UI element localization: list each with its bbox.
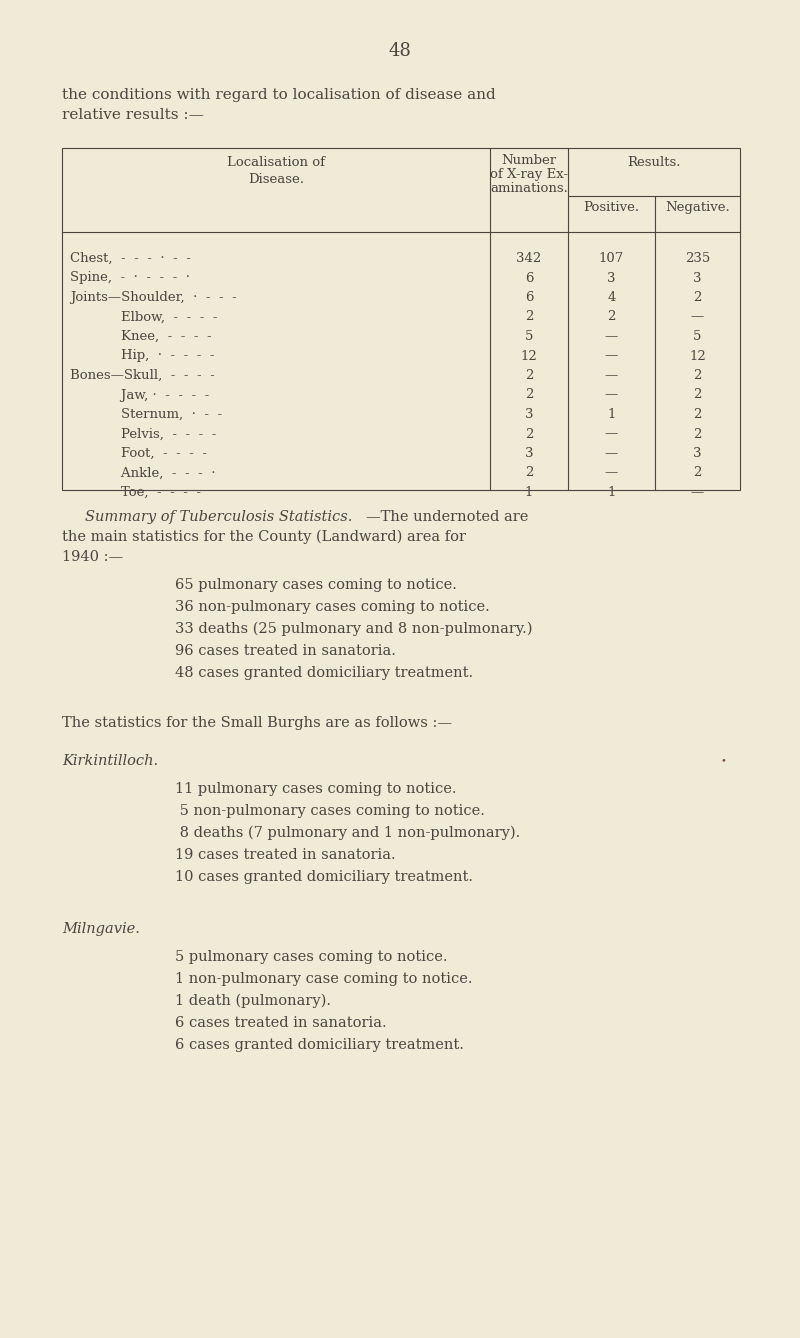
Text: 2: 2: [694, 290, 702, 304]
Text: —: —: [605, 349, 618, 363]
Text: 6 cases granted domiciliary treatment.: 6 cases granted domiciliary treatment.: [175, 1038, 464, 1052]
Text: —: —: [605, 330, 618, 343]
Text: 2: 2: [525, 428, 533, 440]
Text: 19 cases treated in sanatoria.: 19 cases treated in sanatoria.: [175, 848, 396, 862]
Text: 2: 2: [694, 467, 702, 479]
Text: 96 cases treated in sanatoria.: 96 cases treated in sanatoria.: [175, 644, 396, 658]
Text: 3: 3: [694, 447, 702, 460]
Text: 235: 235: [685, 252, 710, 265]
Text: 2: 2: [525, 467, 533, 479]
Text: 3: 3: [694, 272, 702, 285]
Text: Sternum,  ·  -  -: Sternum, · - -: [70, 408, 222, 421]
Text: 33 deaths (25 pulmonary and 8 non-pulmonary.): 33 deaths (25 pulmonary and 8 non-pulmon…: [175, 622, 533, 637]
Text: Jaw, ·  -  -  -  -: Jaw, · - - - -: [70, 388, 210, 401]
Text: •: •: [720, 756, 726, 765]
Text: the main statistics for the County (Landward) area for: the main statistics for the County (Land…: [62, 530, 466, 545]
Text: 3: 3: [607, 272, 616, 285]
Text: 6: 6: [525, 290, 534, 304]
Text: 2: 2: [694, 388, 702, 401]
Text: Joints—Shoulder,  ·  -  -  -: Joints—Shoulder, · - - -: [70, 290, 237, 304]
Text: 3: 3: [525, 408, 534, 421]
Text: 5 pulmonary cases coming to notice.: 5 pulmonary cases coming to notice.: [175, 950, 447, 963]
Text: 107: 107: [599, 252, 624, 265]
Text: 1: 1: [525, 486, 533, 499]
Text: 65 pulmonary cases coming to notice.: 65 pulmonary cases coming to notice.: [175, 578, 457, 591]
Text: Hip,  ·  -  -  -  -: Hip, · - - - -: [70, 349, 214, 363]
Text: —: —: [605, 388, 618, 401]
Text: 48: 48: [389, 41, 411, 60]
Text: 5: 5: [525, 330, 533, 343]
Text: 2: 2: [694, 408, 702, 421]
Text: Results.: Results.: [627, 157, 681, 169]
Text: Toe,  -  -  -  -: Toe, - - - -: [70, 486, 201, 499]
Text: The statistics for the Small Burghs are as follows :—: The statistics for the Small Burghs are …: [62, 716, 452, 731]
Text: 1 death (pulmonary).: 1 death (pulmonary).: [175, 994, 331, 1009]
Text: 12: 12: [689, 349, 706, 363]
Text: Disease.: Disease.: [248, 173, 304, 186]
Text: 8 deaths (7 pulmonary and 1 non-pulmonary).: 8 deaths (7 pulmonary and 1 non-pulmonar…: [175, 826, 520, 840]
Text: 2: 2: [607, 310, 616, 324]
Text: 48 cases granted domiciliary treatment.: 48 cases granted domiciliary treatment.: [175, 666, 473, 680]
Text: 36 non-pulmonary cases coming to notice.: 36 non-pulmonary cases coming to notice.: [175, 599, 490, 614]
Text: 2: 2: [525, 369, 533, 383]
Text: 1: 1: [607, 486, 616, 499]
Text: —: —: [691, 310, 704, 324]
Text: 3: 3: [525, 447, 534, 460]
Text: 12: 12: [521, 349, 538, 363]
Text: 2: 2: [525, 310, 533, 324]
Text: aminations.: aminations.: [490, 182, 568, 195]
Text: 11 pulmonary cases coming to notice.: 11 pulmonary cases coming to notice.: [175, 781, 457, 796]
Text: Elbow,  -  -  -  -: Elbow, - - - -: [70, 310, 218, 324]
Text: Spine,  -  ·  -  -  -  ·: Spine, - · - - - ·: [70, 272, 190, 285]
Text: Negative.: Negative.: [665, 201, 730, 214]
Text: 10 cases granted domiciliary treatment.: 10 cases granted domiciliary treatment.: [175, 870, 473, 884]
Text: Bones—Skull,  -  -  -  -: Bones—Skull, - - - -: [70, 369, 214, 383]
Text: —: —: [605, 428, 618, 440]
Text: 5: 5: [694, 330, 702, 343]
Text: 2: 2: [694, 428, 702, 440]
Text: Localisation of: Localisation of: [227, 157, 325, 169]
Text: Foot,  -  -  -  -: Foot, - - - -: [70, 447, 207, 460]
Text: Summary of Tuberculosis Statistics.: Summary of Tuberculosis Statistics.: [85, 510, 352, 524]
Text: 6 cases treated in sanatoria.: 6 cases treated in sanatoria.: [175, 1016, 386, 1030]
Text: 2: 2: [525, 388, 533, 401]
Text: 2: 2: [694, 369, 702, 383]
Text: —: —: [605, 369, 618, 383]
Text: 5 non-pulmonary cases coming to notice.: 5 non-pulmonary cases coming to notice.: [175, 804, 485, 818]
Text: of X-ray Ex-: of X-ray Ex-: [490, 169, 568, 181]
Text: 1940 :—: 1940 :—: [62, 550, 123, 565]
Text: Positive.: Positive.: [583, 201, 639, 214]
Text: Knee,  -  -  -  -: Knee, - - - -: [70, 330, 212, 343]
Text: Number: Number: [502, 154, 557, 167]
Text: 342: 342: [516, 252, 542, 265]
Text: the conditions with regard to localisation of disease and: the conditions with regard to localisati…: [62, 88, 496, 102]
Text: —: —: [605, 467, 618, 479]
Text: Kirkintilloch.: Kirkintilloch.: [62, 755, 158, 768]
Text: —The undernoted are: —The undernoted are: [366, 510, 528, 524]
Text: Ankle,  -  -  -  ·: Ankle, - - - ·: [70, 467, 215, 479]
Text: Chest,  -  -  -  ·  -  -: Chest, - - - · - -: [70, 252, 191, 265]
Text: 6: 6: [525, 272, 534, 285]
Text: Pelvis,  -  -  -  -: Pelvis, - - - -: [70, 428, 216, 440]
Text: Milngavie.: Milngavie.: [62, 922, 140, 937]
Text: 4: 4: [607, 290, 616, 304]
Text: 1 non-pulmonary case coming to notice.: 1 non-pulmonary case coming to notice.: [175, 971, 473, 986]
Text: relative results :—: relative results :—: [62, 108, 204, 122]
Text: —: —: [605, 447, 618, 460]
Bar: [62, 149, 740, 490]
Text: 1: 1: [607, 408, 616, 421]
Text: —: —: [691, 486, 704, 499]
